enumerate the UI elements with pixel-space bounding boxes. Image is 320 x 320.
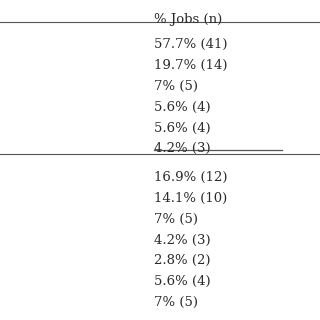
Text: 2.8% (2): 2.8% (2) (154, 254, 210, 268)
Text: 16.9% (12): 16.9% (12) (154, 171, 227, 184)
Text: 57.7% (41): 57.7% (41) (154, 38, 227, 52)
Text: 5.6% (4): 5.6% (4) (154, 101, 210, 114)
Text: 19.7% (14): 19.7% (14) (154, 59, 227, 72)
Text: 5.6% (4): 5.6% (4) (154, 122, 210, 135)
Text: 4.2% (3): 4.2% (3) (154, 142, 210, 156)
Text: 7% (5): 7% (5) (154, 80, 198, 93)
Text: % Jobs (n): % Jobs (n) (154, 13, 222, 26)
Text: 14.1% (10): 14.1% (10) (154, 192, 227, 205)
Text: 7% (5): 7% (5) (154, 296, 198, 309)
Text: 7% (5): 7% (5) (154, 213, 198, 226)
Text: 5.6% (4): 5.6% (4) (154, 275, 210, 288)
Text: 4.2% (3): 4.2% (3) (154, 234, 210, 247)
